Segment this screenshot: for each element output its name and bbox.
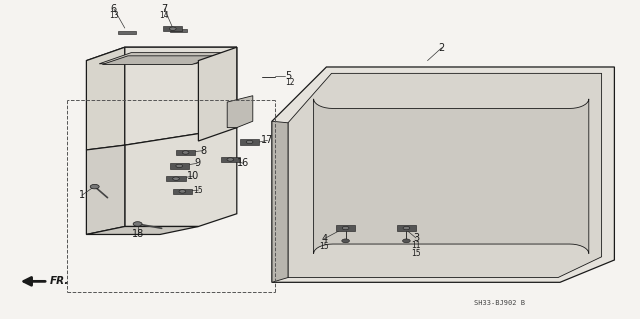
Text: 15: 15 (319, 242, 330, 251)
Polygon shape (272, 67, 614, 282)
Polygon shape (240, 139, 259, 145)
Polygon shape (99, 53, 227, 64)
Circle shape (179, 190, 186, 193)
Text: 5: 5 (285, 71, 291, 81)
Circle shape (227, 158, 234, 161)
Polygon shape (102, 56, 218, 64)
Polygon shape (198, 47, 237, 141)
Text: 16: 16 (237, 158, 250, 168)
Circle shape (182, 151, 189, 154)
Polygon shape (86, 145, 125, 234)
Circle shape (342, 239, 349, 243)
Text: 8: 8 (200, 145, 207, 156)
Text: 18: 18 (131, 229, 144, 240)
Text: 10: 10 (187, 171, 200, 181)
Circle shape (342, 226, 349, 230)
Polygon shape (176, 150, 195, 155)
Circle shape (170, 27, 176, 30)
Polygon shape (173, 189, 192, 194)
Text: 15: 15 (411, 249, 421, 258)
Polygon shape (163, 26, 182, 31)
Text: 12: 12 (285, 78, 294, 87)
Text: 1: 1 (79, 190, 85, 200)
Text: 15: 15 (193, 186, 204, 195)
Polygon shape (170, 163, 189, 168)
Text: 13: 13 (109, 11, 119, 20)
Text: 9: 9 (194, 158, 200, 168)
Polygon shape (227, 96, 253, 128)
Polygon shape (272, 121, 288, 282)
Polygon shape (314, 99, 589, 254)
Text: 7: 7 (161, 4, 168, 14)
Text: 6: 6 (111, 4, 117, 14)
Polygon shape (86, 226, 198, 234)
Polygon shape (118, 31, 136, 34)
Text: 11: 11 (412, 241, 420, 250)
Circle shape (246, 140, 253, 144)
Polygon shape (288, 73, 602, 278)
Text: SH33-BJ902 B: SH33-BJ902 B (474, 300, 525, 306)
Polygon shape (336, 226, 355, 231)
Text: 2: 2 (438, 43, 445, 53)
Circle shape (176, 164, 182, 167)
Polygon shape (125, 128, 237, 226)
Polygon shape (86, 47, 125, 150)
Polygon shape (221, 157, 240, 162)
Text: 17: 17 (261, 135, 274, 145)
Polygon shape (170, 29, 187, 32)
Circle shape (403, 239, 410, 243)
Text: FR.: FR. (50, 276, 69, 286)
Circle shape (133, 222, 142, 226)
Polygon shape (166, 176, 186, 181)
Polygon shape (125, 47, 237, 145)
Circle shape (90, 184, 99, 189)
Polygon shape (86, 47, 237, 61)
Circle shape (403, 226, 410, 230)
Text: 4: 4 (321, 234, 328, 244)
Text: 3: 3 (413, 233, 419, 243)
Polygon shape (397, 226, 416, 231)
Circle shape (173, 177, 179, 180)
Text: 14: 14 (159, 11, 170, 20)
